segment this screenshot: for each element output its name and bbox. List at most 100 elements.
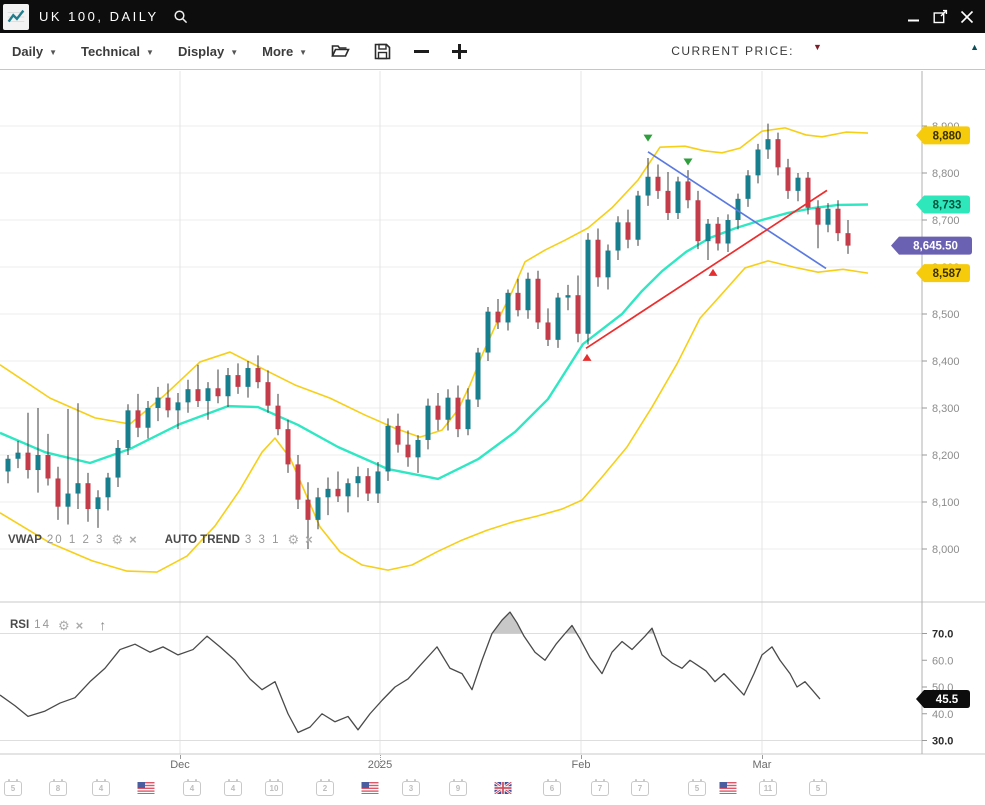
us-flag-event-icon[interactable] <box>720 781 737 799</box>
price-tag-label: 8,645.50 <box>913 241 958 253</box>
calendar-event-icon[interactable]: 11 <box>759 781 777 796</box>
calendar-event-icon[interactable]: 4 <box>183 781 201 796</box>
candle-bullish <box>636 196 641 240</box>
calendar-event-icon[interactable]: 4 <box>224 781 242 796</box>
calendar-event-icon[interactable]: 7 <box>631 781 649 796</box>
date-axis[interactable]: Dec2025FebMar <box>0 755 922 777</box>
save-icon[interactable] <box>374 43 391 60</box>
zoom-out-icon[interactable] <box>413 43 430 60</box>
buy-signal-arrow-icon <box>709 269 718 276</box>
rsi-move-up-icon[interactable]: ↑ <box>99 617 106 633</box>
menu-technical[interactable]: Technical ▼ <box>81 44 154 59</box>
chart-window: UK 100, DAILY <box>0 0 985 805</box>
auto-trend-settings-gear-icon[interactable]: ⚙ <box>287 533 299 546</box>
line-chart-app-icon <box>3 4 29 30</box>
buy-signal-arrow-icon <box>583 354 592 361</box>
candle-bearish <box>576 295 581 334</box>
candle-bullish <box>566 295 571 297</box>
candle-bearish <box>296 464 301 499</box>
us-flag-event-icon[interactable] <box>362 781 379 799</box>
zoom-in-icon[interactable] <box>450 42 469 61</box>
candle-bullish <box>526 279 531 310</box>
calendar-event-icon[interactable]: 5 <box>809 781 827 796</box>
candle-bearish <box>406 445 411 458</box>
candle-bearish <box>366 476 371 493</box>
calendar-event-icon[interactable]: 10 <box>265 781 283 796</box>
sell-price-button[interactable]: ▼ 8645.0 <box>804 38 899 64</box>
calendar-event-icon[interactable]: 4 <box>92 781 110 796</box>
rsi-settings-gear-icon[interactable]: ⚙ <box>58 619 70 632</box>
vwap-settings-gear-icon[interactable]: ⚙ <box>111 533 123 546</box>
rsi-remove-icon[interactable]: × <box>76 619 84 632</box>
candle-bullish <box>616 222 621 250</box>
date-axis-label: Mar <box>753 759 772 771</box>
candle-bearish <box>306 500 311 520</box>
calendar-event-icon[interactable]: 2 <box>316 781 334 796</box>
candle-bullish <box>386 426 391 472</box>
candle-bearish <box>456 398 461 429</box>
search-icon[interactable] <box>173 9 189 25</box>
minimize-icon[interactable] <box>905 9 921 25</box>
uk-flag-event-icon[interactable] <box>495 781 512 799</box>
candle-bearish <box>196 389 201 401</box>
calendar-event-icon[interactable]: 6 <box>543 781 561 796</box>
menu-timeframe-label: Daily <box>12 44 43 59</box>
calendar-event-icon[interactable]: 9 <box>449 781 467 796</box>
menu-display[interactable]: Display▼ <box>178 44 238 59</box>
candle-bearish <box>816 208 821 225</box>
rsi-indicator-labels: RSI 14 ⚙ × ↑ <box>10 617 106 633</box>
candle-bearish <box>236 375 241 387</box>
candle-bullish <box>646 177 651 196</box>
candle-bearish <box>166 398 171 411</box>
candle-bearish <box>836 209 841 233</box>
buy-price-button[interactable]: 8646.0 ▲ <box>903 38 985 64</box>
sell-signal-arrow-icon <box>644 135 653 142</box>
chevron-down-icon: ▼ <box>146 48 154 57</box>
candle-bullish <box>206 388 211 401</box>
price-tag-label: 8,733 <box>933 199 962 211</box>
rsi-params: 14 <box>34 619 51 631</box>
price-indicator-labels: VWAP 20 1 2 3 ⚙ × AUTO TREND 3 3 1 ⚙ × <box>8 533 319 546</box>
candle-bearish <box>496 312 501 323</box>
candle-bullish <box>326 489 331 497</box>
candle-bullish <box>506 293 511 323</box>
price-tick-label: 8,400 <box>932 356 960 368</box>
sell-price-value: 8645 <box>831 43 864 60</box>
calendar-event-icon[interactable]: 5 <box>688 781 706 796</box>
calendar-event-icon[interactable]: 8 <box>49 781 67 796</box>
candle-bullish <box>156 398 161 408</box>
auto-trend-remove-icon[interactable]: × <box>305 533 313 546</box>
date-axis-label: 2025 <box>368 759 392 771</box>
rsi-tick-label: 40.0 <box>932 709 953 721</box>
menu-timeframe[interactable]: Daily▼ <box>12 44 57 59</box>
candle-bearish <box>256 368 261 382</box>
calendar-event-icon[interactable]: 7 <box>591 781 609 796</box>
bollinger-upper-band <box>0 128 868 437</box>
vwap-remove-icon[interactable]: × <box>129 533 137 546</box>
candle-bullish <box>416 440 421 457</box>
us-flag-event-icon[interactable] <box>138 781 155 799</box>
calendar-event-icon[interactable]: 5 <box>4 781 22 796</box>
menu-more[interactable]: More▼ <box>262 44 307 59</box>
candle-bullish <box>116 448 121 478</box>
candle-bullish <box>106 478 111 498</box>
candle-bullish <box>826 209 831 225</box>
candle-bearish <box>436 406 441 420</box>
chart-area[interactable]: 8,9008,8008,7008,6008,5008,4008,3008,200… <box>0 71 985 755</box>
candle-bullish <box>66 494 71 507</box>
candle-bullish <box>606 251 611 278</box>
candle-bearish <box>336 489 341 497</box>
candle-bearish <box>56 479 61 507</box>
close-icon[interactable] <box>959 9 975 25</box>
candle-bullish <box>346 483 351 496</box>
candle-bullish <box>726 220 731 244</box>
candle-bearish <box>656 177 661 191</box>
candle-bullish <box>36 455 41 470</box>
menu-technical-label: Technical <box>81 44 140 59</box>
popout-window-icon[interactable] <box>932 9 948 25</box>
candle-bearish <box>716 224 721 244</box>
calendar-event-icon[interactable]: 3 <box>402 781 420 796</box>
open-folder-icon[interactable] <box>331 43 350 59</box>
candle-bearish <box>546 322 551 339</box>
candle-bearish <box>516 293 521 310</box>
